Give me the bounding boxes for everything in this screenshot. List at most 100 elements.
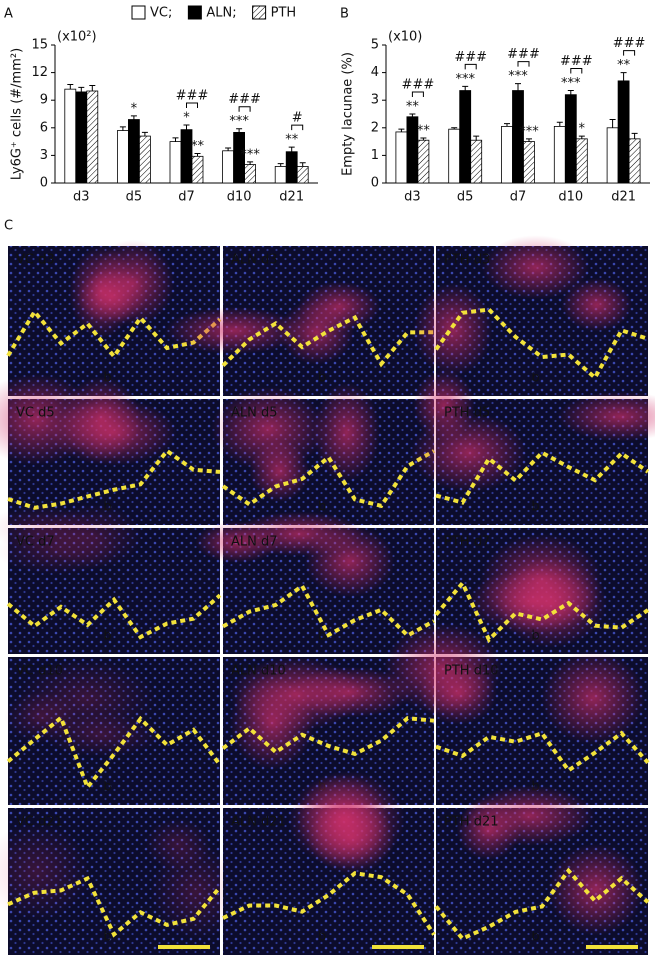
- bone-label: b: [103, 930, 111, 945]
- error-bar: [288, 146, 295, 152]
- bone-label: b: [318, 629, 326, 644]
- stain: [456, 798, 521, 861]
- bone-label: b: [318, 500, 326, 515]
- significance: ***: [240, 147, 260, 162]
- bracket: [238, 106, 251, 112]
- bar: [470, 139, 483, 184]
- error-bar: [504, 123, 510, 127]
- stain: [248, 440, 310, 503]
- y-tick-label: 4: [371, 65, 379, 80]
- bone-boundary: [221, 314, 435, 368]
- bar: [296, 166, 309, 184]
- tile-label: PTH d3: [444, 253, 490, 268]
- scale-note: (x10): [388, 30, 422, 45]
- stain: [195, 521, 280, 563]
- bone-label: b: [531, 629, 539, 644]
- bar: [606, 127, 619, 184]
- bar: [169, 141, 182, 184]
- error-bar: [451, 127, 458, 130]
- bar: [628, 138, 641, 184]
- bone-label: b: [531, 930, 539, 945]
- bracket: [570, 68, 583, 74]
- bar: [617, 80, 630, 184]
- tile-label: VC d7: [16, 535, 55, 550]
- legend-label: ALN;: [206, 6, 236, 21]
- legend-label: PTH: [271, 6, 297, 21]
- x-tick-label: d7: [510, 190, 527, 205]
- y-tick-label: 0: [371, 176, 379, 191]
- stain: [496, 557, 607, 648]
- bar: [191, 155, 204, 184]
- stain: [44, 503, 143, 569]
- stain: [0, 822, 90, 921]
- panel-label: C: [4, 219, 13, 234]
- tile-label: PTH d21: [444, 815, 498, 830]
- error-bar: [225, 147, 232, 151]
- x-tick-label: d21: [611, 190, 636, 205]
- error-bar: [620, 72, 627, 81]
- stain: [481, 235, 590, 300]
- error-bar: [247, 161, 254, 165]
- error-bar: [130, 115, 137, 120]
- bar: [222, 150, 235, 184]
- significance: ***: [519, 124, 539, 139]
- y-axis-label: Ly6G⁺ cells (#/mm²): [10, 48, 25, 180]
- significance: **: [406, 100, 420, 115]
- error-bar: [631, 132, 638, 139]
- x-tick-label: d21: [279, 190, 304, 205]
- stain: [297, 281, 381, 332]
- bone-boundary: [6, 593, 222, 640]
- scale-bar: [372, 945, 424, 949]
- stain: [144, 818, 212, 871]
- scale-bar: [586, 945, 638, 949]
- tile-label: ALN d21: [231, 815, 286, 830]
- y-tick-label: 9: [40, 93, 48, 108]
- y-tick-label: 3: [40, 148, 48, 163]
- tile-label: ALN d5: [231, 406, 278, 421]
- bone-boundary: [222, 583, 435, 638]
- bar: [564, 94, 577, 184]
- error-bar: [515, 83, 521, 91]
- bracket-label: ###: [613, 36, 646, 51]
- tile-label: PTH d10: [444, 664, 498, 679]
- tile-label: VC d5: [16, 406, 55, 421]
- error-bar: [609, 119, 616, 128]
- bar: [86, 90, 99, 184]
- legend-swatch: [252, 5, 267, 20]
- panel-label: B: [340, 7, 349, 22]
- bracket-label: ###: [507, 47, 540, 62]
- x-tick-label: d5: [126, 190, 143, 205]
- x-tick-label: d5: [457, 190, 474, 205]
- bar: [395, 131, 408, 184]
- bar: [274, 166, 287, 184]
- significance: ***: [561, 76, 581, 91]
- stain: [164, 306, 303, 355]
- stain: [0, 373, 97, 466]
- tile-label: VC d3: [16, 253, 55, 268]
- bar: [501, 126, 513, 184]
- bracket-label: ###: [560, 54, 593, 69]
- bar: [138, 135, 151, 184]
- bracket: [186, 102, 198, 109]
- bar: [523, 141, 535, 184]
- error-bar: [526, 138, 532, 142]
- bracket-label: ###: [176, 89, 209, 104]
- stain: [413, 369, 475, 442]
- bracket: [464, 63, 477, 70]
- y-tick-label: 1: [371, 148, 379, 163]
- bar: [417, 139, 430, 184]
- error-bar: [299, 162, 306, 167]
- tile-label: ALN d10: [231, 664, 286, 679]
- bone-boundary: [435, 450, 650, 505]
- bar: [127, 119, 140, 184]
- stain: [229, 656, 362, 732]
- y-tick-label: 15: [31, 38, 48, 53]
- bar: [180, 129, 193, 184]
- error-bar: [462, 85, 469, 91]
- bone-label: b: [531, 371, 539, 386]
- bone-boundary: [434, 867, 650, 942]
- bone-label: b: [103, 629, 111, 644]
- significance: **: [417, 124, 431, 139]
- error-bar: [420, 137, 427, 141]
- bracket: [291, 124, 304, 131]
